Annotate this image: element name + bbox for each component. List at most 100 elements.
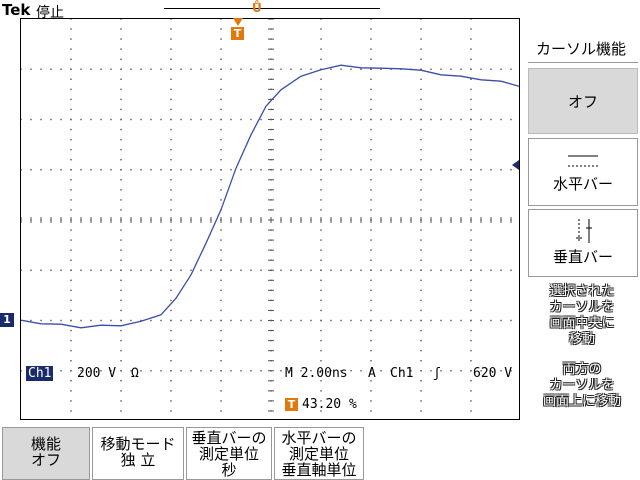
grid-dot bbox=[390, 68, 392, 70]
cursor-off-button[interactable]: オフ bbox=[528, 68, 638, 134]
grid-dot bbox=[110, 118, 112, 121]
grid-dot bbox=[120, 299, 122, 302]
grid-dot bbox=[220, 259, 222, 261]
ch1-waveform-trace bbox=[21, 64, 519, 329]
grid-dot bbox=[350, 269, 352, 271]
move-mode-button[interactable]: 移動モード 独 立 bbox=[92, 427, 184, 480]
grid-dot bbox=[120, 179, 122, 181]
grid-dot bbox=[280, 118, 282, 121]
horizontal-bars-button[interactable]: 水平バー bbox=[528, 138, 638, 206]
grid-dot bbox=[170, 38, 172, 40]
grid-dot bbox=[470, 28, 472, 30]
grid-dot bbox=[250, 68, 252, 70]
grid-dot bbox=[470, 279, 472, 281]
grid-dot bbox=[470, 239, 472, 241]
grid-dot bbox=[370, 88, 372, 91]
trigger-marker-icon: T bbox=[231, 27, 244, 40]
grid-dot bbox=[170, 108, 172, 111]
grid-dot bbox=[70, 78, 72, 80]
grid-dot bbox=[370, 370, 372, 372]
grid-dot bbox=[50, 68, 52, 70]
grid-dot bbox=[320, 370, 322, 372]
grid-dot bbox=[21, 370, 22, 372]
grid-dot bbox=[110, 370, 112, 372]
grid-dot bbox=[50, 269, 52, 271]
grid-dot bbox=[470, 209, 472, 211]
grid-dot bbox=[170, 28, 172, 30]
grid-dot bbox=[320, 38, 322, 40]
grid-dot bbox=[510, 269, 512, 271]
menu-divider bbox=[528, 62, 638, 63]
grid-dot bbox=[70, 380, 72, 382]
grid-dot bbox=[220, 360, 222, 362]
grid-dot bbox=[70, 88, 72, 91]
grid-dot bbox=[450, 68, 452, 70]
grid-dot bbox=[320, 108, 322, 111]
grid-dot bbox=[70, 209, 72, 211]
grid-dot bbox=[370, 159, 372, 161]
grid-dot bbox=[470, 319, 472, 322]
grid-dot bbox=[310, 370, 312, 372]
grid-dot bbox=[320, 159, 322, 161]
grid-dot bbox=[470, 159, 472, 161]
grid-dot bbox=[370, 309, 372, 312]
grid-dot bbox=[380, 118, 382, 121]
horizontal-bar-units-button[interactable]: 水平バーの 測定単位 垂直軸単位 bbox=[274, 427, 364, 480]
grid-dot bbox=[170, 68, 172, 70]
grid-dot bbox=[470, 309, 472, 312]
grid-dot bbox=[370, 98, 372, 101]
grid-dot bbox=[170, 259, 172, 261]
grid-dot bbox=[70, 58, 72, 60]
trigger-position-readout: 43.20 % bbox=[302, 397, 357, 412]
vertical-bar-units-button[interactable]: 垂直バーの 測定単位 秒 bbox=[186, 427, 272, 480]
grid-dot bbox=[220, 98, 222, 101]
grid-dot bbox=[420, 279, 422, 281]
grid-dot bbox=[420, 319, 422, 322]
grid-dot bbox=[490, 118, 492, 121]
grid-dot bbox=[220, 169, 222, 171]
grid-dot bbox=[120, 148, 122, 151]
grid-dot bbox=[400, 118, 402, 121]
grid-dot bbox=[490, 269, 492, 271]
grid-dot bbox=[260, 319, 262, 322]
grid-dot bbox=[470, 299, 472, 302]
grid-dot bbox=[170, 309, 172, 312]
grid-dot bbox=[470, 58, 472, 60]
grid-dot bbox=[170, 169, 172, 171]
grid-dot bbox=[440, 319, 442, 322]
vertical-bars-button[interactable]: 垂直バー bbox=[528, 209, 638, 277]
vertical-bar-units-sublabel: 測定単位 bbox=[198, 445, 259, 463]
grid-dot bbox=[370, 299, 372, 302]
grid-dot bbox=[470, 108, 472, 111]
function-off-button[interactable]: 機能 オフ bbox=[2, 427, 90, 480]
grid-dot bbox=[90, 68, 92, 70]
horizontal-bars-icon bbox=[568, 155, 598, 167]
grid-dot bbox=[140, 269, 142, 271]
channel-1-ground-marker[interactable]: 1 bbox=[0, 313, 14, 327]
grid-dot bbox=[120, 128, 122, 131]
grid-dot bbox=[320, 289, 322, 292]
grid-dot bbox=[210, 370, 212, 372]
grid-dot bbox=[380, 169, 382, 171]
grid-dot bbox=[320, 189, 322, 191]
grid-dot bbox=[420, 339, 422, 342]
grid-dot bbox=[110, 68, 112, 70]
grid-dot bbox=[290, 370, 292, 372]
grid-dot bbox=[220, 400, 222, 402]
grid-dot bbox=[40, 169, 42, 171]
grid-dot bbox=[470, 390, 472, 392]
grid-dot bbox=[320, 390, 322, 392]
grid-dot bbox=[260, 118, 262, 121]
center-cursor-hint[interactable]: 選択された カーソルを 画面中央に 移動 bbox=[532, 284, 632, 348]
grid-dot bbox=[190, 118, 192, 121]
grid-dot bbox=[120, 309, 122, 312]
grid-dot bbox=[230, 169, 232, 171]
grid-dot bbox=[320, 299, 322, 302]
grid-dot bbox=[320, 78, 322, 80]
grid-dot bbox=[120, 339, 122, 342]
both-cursors-hint[interactable]: 両方の カーソルを 画面上に移動 bbox=[532, 362, 632, 410]
grid-dot bbox=[70, 118, 72, 121]
grid-dot bbox=[370, 390, 372, 392]
grid-dot bbox=[320, 148, 322, 151]
grid-dot bbox=[420, 138, 422, 141]
